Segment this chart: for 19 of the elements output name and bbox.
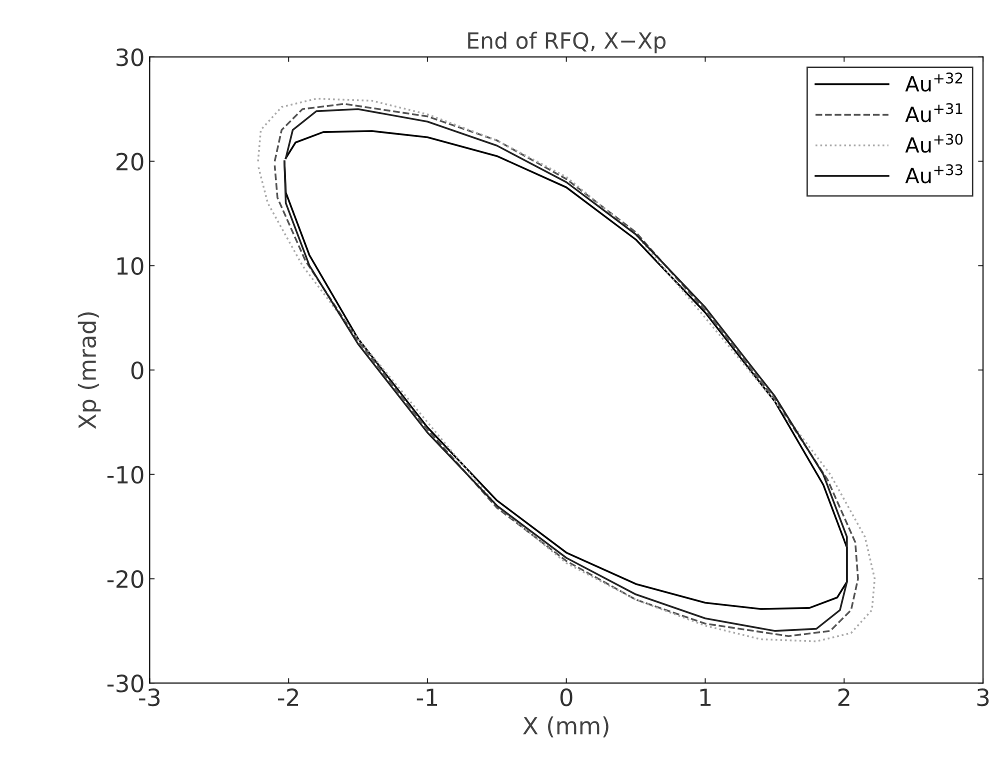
y-tick-label: 30 [116, 48, 144, 66]
chart-title: End of RFQ, X−Xp [468, 32, 666, 54]
y-tick-label: 10 [117, 257, 144, 275]
x-axis-title: X (mm) [523, 716, 608, 738]
y-tick-label: 20 [116, 152, 144, 171]
x-tick-label: 1 [700, 688, 711, 706]
x-tick-label: 0 [560, 688, 572, 706]
legend-label: Au$^{+33}$ [905, 164, 962, 184]
y-tick-label: -20 [107, 570, 144, 588]
y-tick-label: -10 [107, 466, 144, 484]
x-tick-label: 3 [977, 688, 989, 706]
legend-label: Au$^{+31}$ [905, 103, 962, 122]
legend-label: Au$^{+30}$ [905, 134, 963, 153]
x-tick-label: -2 [278, 688, 298, 706]
y-axis-title: Xp (mrad) [78, 312, 101, 429]
y-tick-label: 0 [131, 361, 144, 380]
x-tick-label: -1 [416, 688, 438, 706]
x-tick-label: 2 [838, 688, 850, 706]
legend-label: Au$^{+32}$ [905, 72, 962, 92]
